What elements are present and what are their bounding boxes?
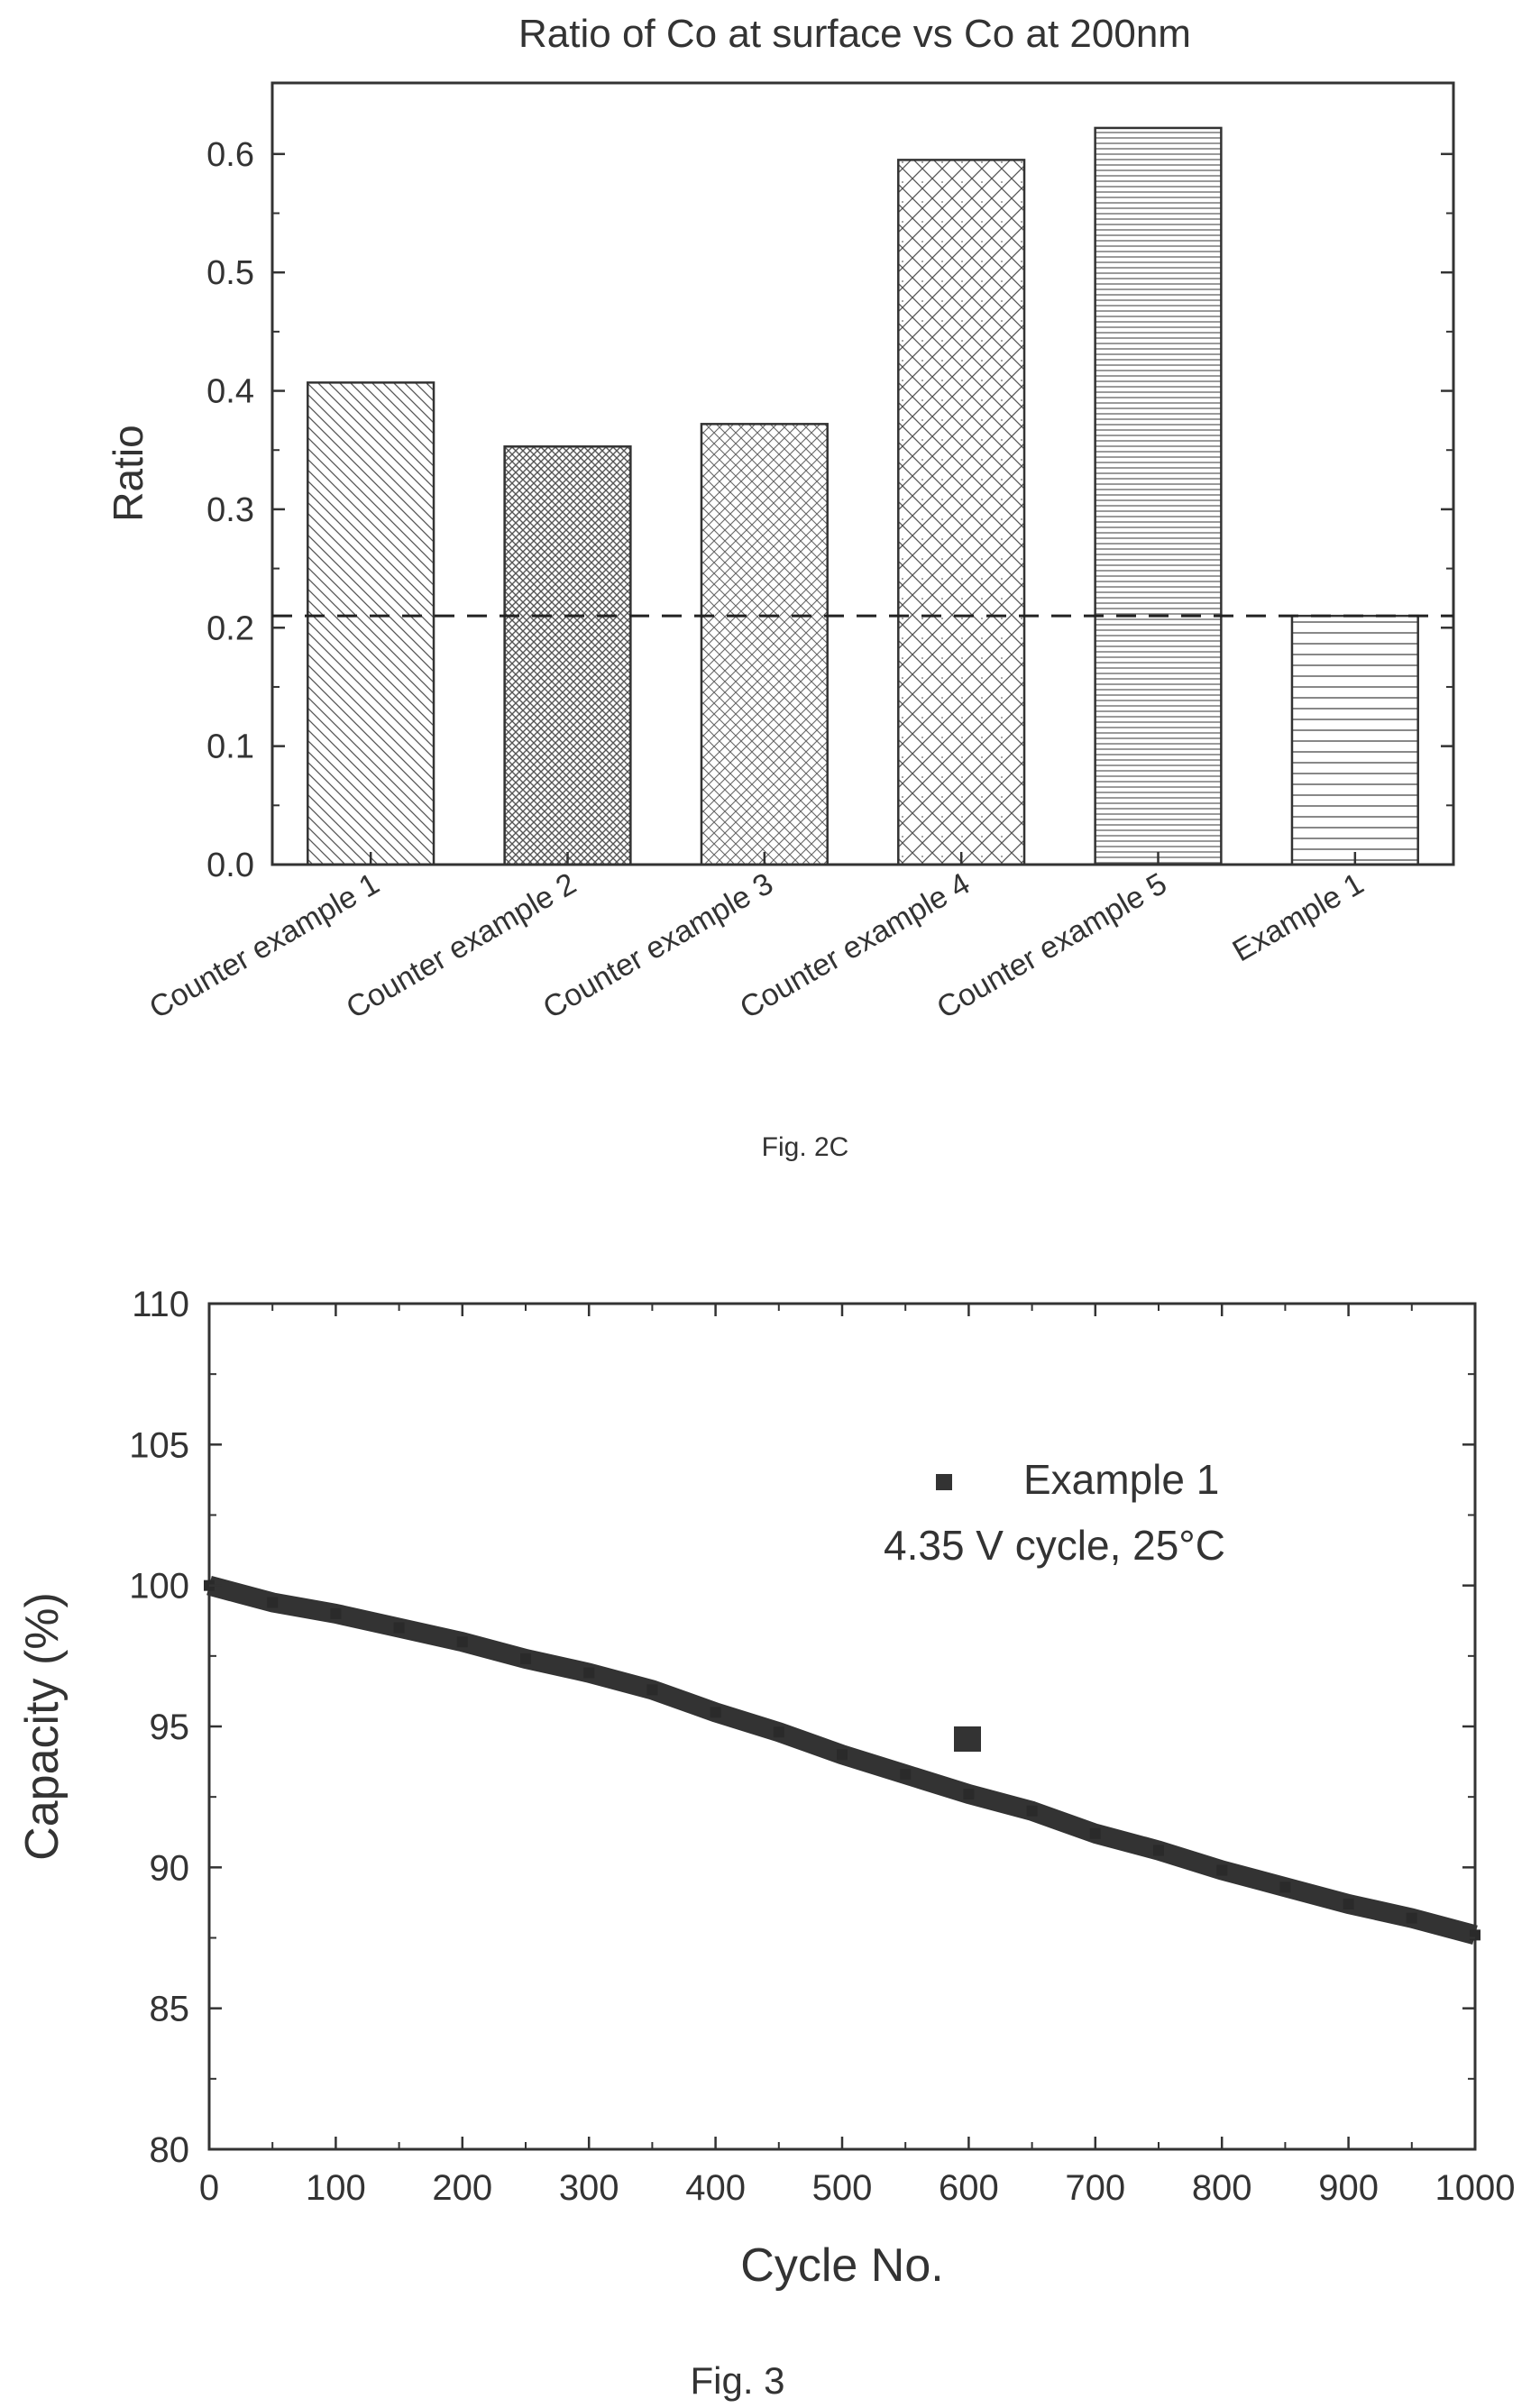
y-tick-label: 0.3 xyxy=(206,491,254,529)
legend-entry: Example 1 xyxy=(1023,1456,1219,1503)
data-point xyxy=(1026,1805,1038,1817)
bar xyxy=(1094,126,1223,866)
data-point xyxy=(837,1749,848,1761)
x-tick-label: 400 xyxy=(685,2168,746,2208)
data-point xyxy=(1406,1912,1417,1924)
y-tick-label: 110 xyxy=(132,1285,189,1324)
y-tick-label: 0.4 xyxy=(206,373,254,411)
bar xyxy=(503,445,632,866)
bars xyxy=(307,126,1419,866)
data-point xyxy=(710,1707,721,1718)
data-point xyxy=(963,1789,975,1800)
scatter-chart: 80 85 90 95 100 105 110 0 100 200 300 400 500 600 700… xyxy=(16,1285,1516,2402)
data-point xyxy=(393,1622,405,1634)
figure-caption: Fig. 2C xyxy=(762,1132,849,1162)
legend: Example 1 4.35 V cycle, 25°C xyxy=(884,1456,1225,1569)
y-tick-label: 100 xyxy=(129,1567,189,1607)
y-tick-label: 0.1 xyxy=(206,728,254,766)
bar-chart: Ratio of Co at surface vs Co at 200nm 0.… xyxy=(105,12,1455,1162)
y-tick-label: 90 xyxy=(150,1848,190,1888)
data-point xyxy=(1279,1882,1291,1893)
y-axis-label: Capacity (%) xyxy=(16,1592,69,1861)
data-point xyxy=(773,1726,784,1738)
y-tick-label: 80 xyxy=(150,2130,190,2170)
x-tick-label: 300 xyxy=(559,2168,619,2208)
data-point xyxy=(1089,1827,1101,1839)
legend-marker xyxy=(936,1474,952,1490)
y-axis: 0.0 0.1 0.2 0.3 0.4 0.5 0.6 xyxy=(206,136,1453,884)
data-point xyxy=(583,1667,595,1679)
y-tick-label: 0.0 xyxy=(206,847,254,884)
x-tick-label: 800 xyxy=(1192,2168,1252,2208)
data-point xyxy=(1470,1929,1480,1941)
data-point xyxy=(330,1607,342,1619)
y-axis-label: Ratio xyxy=(105,425,151,521)
x-tick-label: 600 xyxy=(939,2168,999,2208)
data-point xyxy=(646,1684,658,1696)
annotation-marker xyxy=(954,1726,981,1752)
y-tick-label: 105 xyxy=(129,1425,189,1465)
x-tick-label: 900 xyxy=(1318,2168,1379,2208)
x-tick-label: Example 1 xyxy=(1227,866,1370,968)
bar xyxy=(1290,614,1419,866)
y-tick-label: 95 xyxy=(150,1708,190,1747)
plot-frame xyxy=(207,1302,1477,2151)
data-point xyxy=(1343,1898,1354,1909)
plot-frame xyxy=(270,81,1455,866)
bar xyxy=(897,159,1026,866)
x-axis: 0 100 200 300 400 500 600 700 800 900 1000 xyxy=(199,1304,1516,2208)
chart-title: Ratio of Co at surface vs Co at 200nm xyxy=(518,12,1191,56)
x-tick-label: 100 xyxy=(306,2168,366,2208)
y-tick-label: 0.2 xyxy=(206,609,254,647)
y-tick-label: 85 xyxy=(150,1990,190,2029)
data-point xyxy=(520,1653,531,1664)
data-point xyxy=(267,1597,279,1608)
data-point xyxy=(1153,1845,1164,1856)
y-tick-label: 0.6 xyxy=(206,136,254,174)
bar xyxy=(700,423,829,866)
x-axis-label: Cycle No. xyxy=(740,2239,943,2292)
y-axis: 80 85 90 95 100 105 110 xyxy=(129,1285,1475,2170)
x-tick-label: 200 xyxy=(432,2168,492,2208)
x-tick-label: 500 xyxy=(812,2168,873,2208)
y-tick-label: 0.5 xyxy=(206,254,254,292)
figure-caption: Fig. 3 xyxy=(690,2359,784,2402)
bar xyxy=(307,381,435,866)
data-point xyxy=(1216,1864,1228,1876)
data-point xyxy=(456,1636,468,1648)
x-tick-label: 0 xyxy=(199,2168,219,2208)
x-tick-label: 1000 xyxy=(1435,2168,1516,2208)
x-tick-label: 700 xyxy=(1065,2168,1125,2208)
data-point xyxy=(900,1769,912,1781)
legend-note: 4.35 V cycle, 25°C xyxy=(884,1522,1225,1569)
